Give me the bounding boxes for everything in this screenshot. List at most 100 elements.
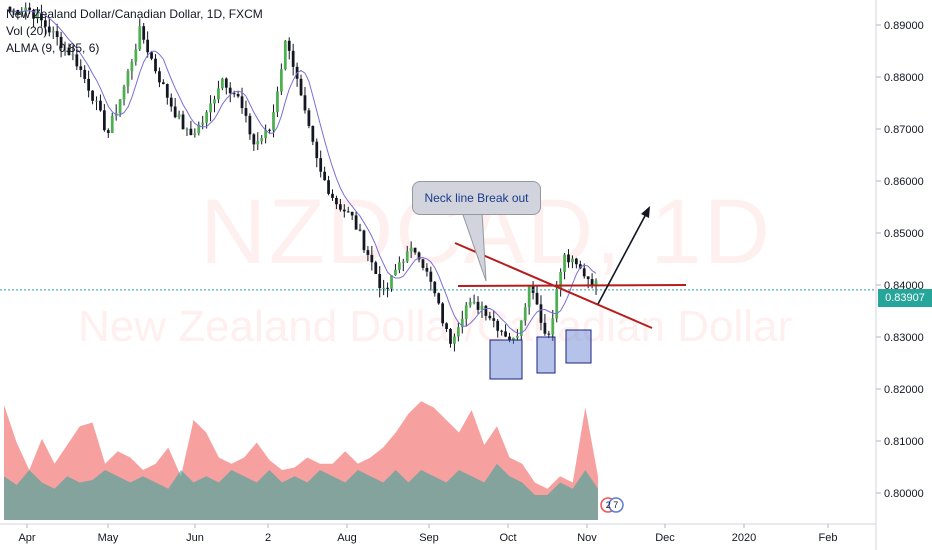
candle-body xyxy=(571,258,574,263)
candle-body xyxy=(350,211,354,216)
price-tick-label: 0.89000 xyxy=(884,20,924,32)
candle-body xyxy=(217,88,220,100)
candle-body xyxy=(154,58,157,72)
candle-body xyxy=(358,229,362,231)
candle-body xyxy=(36,13,39,19)
candle-body xyxy=(563,254,566,272)
candle-body xyxy=(315,141,319,159)
candle-body xyxy=(158,71,161,83)
candle-body xyxy=(236,94,240,97)
time-tick-label: Aug xyxy=(337,532,357,544)
price-tick-label: 0.88000 xyxy=(884,72,924,84)
candle-body xyxy=(303,95,307,111)
time-tick-label: Oct xyxy=(499,532,516,544)
candle-body xyxy=(370,254,374,263)
candle-body xyxy=(512,337,515,340)
candle-body xyxy=(240,96,244,109)
candle-body xyxy=(51,31,55,33)
legend-alma[interactable]: ALMA (9, 0.85, 6) xyxy=(6,41,100,55)
candles xyxy=(8,2,598,352)
candle-body xyxy=(75,54,79,67)
candle-body xyxy=(342,209,346,212)
breakout-arrow xyxy=(597,213,647,305)
candle-body xyxy=(468,302,472,306)
candle-body xyxy=(252,134,256,145)
candle-body xyxy=(122,86,126,100)
neckline-callout[interactable]: Neck line Break out xyxy=(412,181,541,215)
events-badge[interactable]: 2 7 xyxy=(600,496,628,517)
neckline xyxy=(457,284,687,287)
time-tick-label: Jun xyxy=(186,532,204,544)
candle-body xyxy=(118,99,122,114)
candle-body xyxy=(189,128,193,136)
trend-drawings xyxy=(454,206,687,329)
time-tick-label: Apr xyxy=(18,532,35,544)
candle-body xyxy=(476,301,480,310)
candle-body xyxy=(87,78,91,91)
price-tick-label: 0.83000 xyxy=(884,332,924,344)
candle-body xyxy=(169,97,173,107)
candle-body xyxy=(28,7,32,10)
candle-body xyxy=(323,171,327,181)
candle-body xyxy=(161,82,165,85)
legend: New Zealand Dollar/Canadian Dollar, 1D, … xyxy=(6,6,263,57)
candle-body xyxy=(421,259,425,268)
time-tick-label: Nov xyxy=(577,532,597,544)
candle-body xyxy=(91,90,94,101)
candle-body xyxy=(366,250,370,255)
candle-body xyxy=(67,47,71,55)
candle-body xyxy=(433,281,437,294)
arrow-head-icon xyxy=(641,206,650,218)
candle-body xyxy=(594,280,598,287)
candle-body xyxy=(43,20,47,27)
candle-body xyxy=(409,247,413,252)
candle-body xyxy=(496,320,500,331)
legend-volume[interactable]: Vol (20) xyxy=(6,24,48,38)
candle-body xyxy=(586,276,590,280)
candle-body xyxy=(232,93,236,95)
candle-body xyxy=(220,78,224,89)
candle-body xyxy=(272,112,275,131)
candle-body xyxy=(209,103,212,113)
candle-body xyxy=(205,112,209,123)
candle-body xyxy=(508,336,511,340)
candle-body xyxy=(374,262,378,275)
candle-body xyxy=(142,26,146,40)
price-tick-label: 0.80000 xyxy=(884,488,924,500)
candle-body xyxy=(437,293,441,304)
candle-body xyxy=(110,115,114,133)
pattern-box xyxy=(489,339,523,380)
candle-body xyxy=(79,66,83,70)
candle-body xyxy=(213,99,216,104)
candle-body xyxy=(453,336,456,344)
pattern-box xyxy=(536,336,556,374)
candle-body xyxy=(146,39,150,53)
candle-body xyxy=(20,11,24,14)
candle-body xyxy=(480,305,484,310)
candle-body xyxy=(429,271,433,282)
price-tick-label: 0.87000 xyxy=(884,124,924,136)
price-tick-label: 0.86000 xyxy=(884,176,924,188)
candle-body xyxy=(291,50,295,67)
candle-body xyxy=(456,327,460,337)
candle-body xyxy=(260,138,264,142)
candle-body xyxy=(276,91,279,113)
time-tick-label: 2 xyxy=(265,532,271,544)
candle-body xyxy=(464,305,468,320)
candle-body xyxy=(547,333,551,335)
candle-body xyxy=(515,335,519,338)
candle-body xyxy=(567,254,570,263)
candle-body xyxy=(224,78,228,88)
candle-body xyxy=(248,115,252,135)
candle-body xyxy=(527,285,531,308)
candle-body xyxy=(244,108,248,116)
legend-title[interactable]: New Zealand Dollar/Canadian Dollar, 1D, … xyxy=(6,7,263,21)
candle-body xyxy=(63,47,67,49)
candle-body xyxy=(460,319,464,328)
candle-body xyxy=(130,61,134,72)
candle-body xyxy=(173,106,177,118)
descending-trendline xyxy=(454,242,653,329)
candle-body xyxy=(472,301,476,303)
